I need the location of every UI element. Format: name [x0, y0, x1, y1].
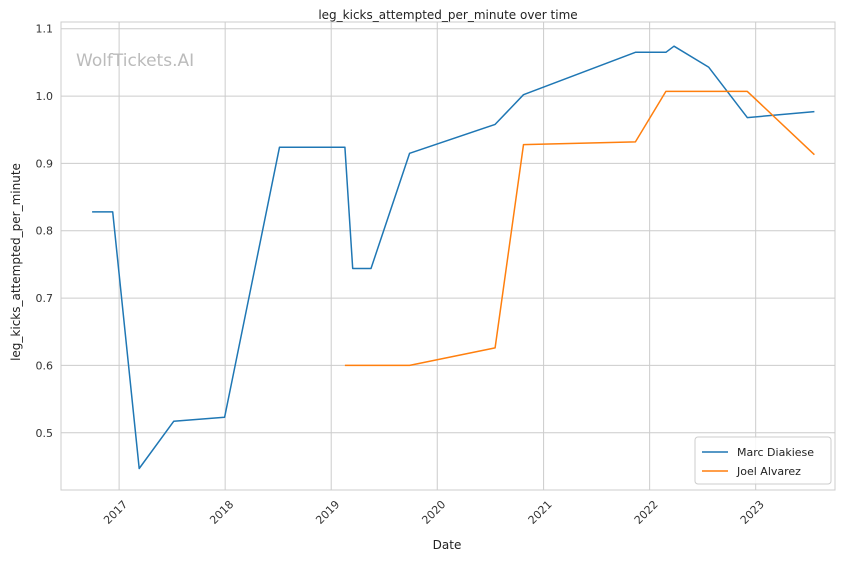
legend-label-joel-alvarez: Joel Alvarez [736, 465, 801, 478]
y-tick-label: 0.7 [36, 292, 54, 305]
x-tick-label: 2019 [313, 498, 342, 527]
grid [61, 22, 835, 490]
x-tick-label: 2022 [632, 498, 661, 527]
y-tick-label: 0.8 [36, 225, 54, 238]
x-tick-label: 2023 [738, 498, 767, 527]
y-axis-label: leg_kicks_attempted_per_minute [9, 163, 23, 361]
plot-area [60, 21, 836, 491]
legend-label-marc-diakiese: Marc Diakiese [737, 446, 814, 459]
x-tick-label: 2017 [101, 498, 130, 527]
x-axis-label: Date [433, 538, 462, 552]
y-tick-label: 0.9 [36, 157, 54, 170]
y-tick-label: 0.5 [36, 427, 54, 440]
legend-box [694, 436, 832, 485]
chart-title: leg_kicks_attempted_per_minute over time [318, 8, 577, 22]
y-tick-label: 1.1 [36, 23, 54, 36]
x-axis-ticks: 2017 2018 2019 2020 2021 2022 2023 [101, 498, 767, 527]
y-tick-label: 0.6 [36, 359, 54, 372]
x-tick-label: 2021 [526, 498, 555, 527]
series-line-marc-diakiese [92, 45, 815, 470]
series-line-joel-alvarez [344, 90, 815, 367]
x-tick-label: 2018 [207, 498, 236, 527]
watermark: WolfTickets.AI [76, 51, 194, 71]
y-tick-label: 1.0 [36, 90, 54, 103]
x-tick-label: 2020 [419, 498, 448, 527]
y-axis-ticks: 0.5 0.6 0.7 0.8 0.9 1.0 1.1 [36, 23, 54, 440]
series-layer [92, 45, 815, 470]
legend: Marc Diakiese Joel Alvarez [694, 436, 832, 485]
